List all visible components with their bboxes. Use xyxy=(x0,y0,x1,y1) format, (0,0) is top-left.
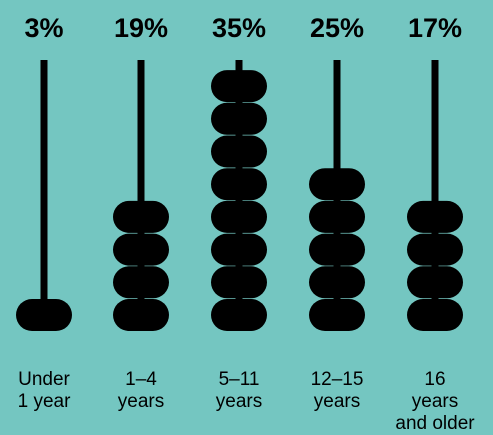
abacus-bead xyxy=(211,233,267,266)
abacus-bead xyxy=(211,135,267,168)
value-label: 35% xyxy=(212,13,266,43)
abacus-bead xyxy=(113,200,169,233)
value-label: 25% xyxy=(310,13,364,43)
abacus-bead xyxy=(407,299,463,331)
abacus-column-3: 35% 5–11 years xyxy=(211,13,267,412)
category-label-line: 1 year xyxy=(18,391,71,412)
category-label-line: and older xyxy=(395,413,475,434)
abacus-bead xyxy=(309,168,365,201)
category-label: 16 years and older xyxy=(395,369,475,434)
abacus-bead xyxy=(211,168,267,201)
category-label: 12–15 years xyxy=(311,369,364,412)
value-label: 3% xyxy=(24,13,63,43)
abacus-bead xyxy=(309,299,365,331)
value-label: 19% xyxy=(114,13,168,43)
abacus-bead xyxy=(309,266,365,299)
category-label-line: 1–4 xyxy=(125,369,157,390)
category-label: 5–11 years xyxy=(216,369,262,412)
abacus-bead xyxy=(113,233,169,266)
abacus-bead xyxy=(407,200,463,233)
abacus-bead xyxy=(16,299,72,331)
category-label-line: years xyxy=(314,391,360,412)
abacus-rod xyxy=(137,60,145,318)
category-label: 1–4 years xyxy=(118,369,164,412)
category-label-line: Under xyxy=(18,369,70,390)
category-label: Under 1 year xyxy=(18,369,71,412)
category-label-line: years xyxy=(216,391,262,412)
abacus-column-1: 3% Under 1 year xyxy=(16,13,72,412)
abacus-bead xyxy=(211,200,267,233)
category-label-line: years xyxy=(118,391,164,412)
abacus-bead xyxy=(211,70,267,103)
abacus-bead xyxy=(211,102,267,135)
abacus-column-5: 17% 16 years and older xyxy=(395,13,475,434)
abacus-column-4: 25% 12–15 years xyxy=(309,13,365,412)
category-label-line: 12–15 xyxy=(311,369,364,390)
abacus-bead xyxy=(407,266,463,299)
abacus-rod xyxy=(431,60,439,318)
abacus-column-2: 19% 1–4 years xyxy=(113,13,169,412)
abacus-bead xyxy=(309,233,365,266)
category-label-line: years xyxy=(412,391,458,412)
category-label-line: 5–11 xyxy=(219,369,260,390)
abacus-bead xyxy=(113,266,169,299)
abacus-bead xyxy=(211,266,267,299)
abacus-rod xyxy=(40,60,48,318)
abacus-bead xyxy=(113,299,169,331)
abacus-bead xyxy=(211,299,267,331)
abacus-bead xyxy=(309,200,365,233)
category-label-line: 16 xyxy=(424,369,445,390)
value-label: 17% xyxy=(408,13,462,43)
abacus-bead xyxy=(407,233,463,266)
